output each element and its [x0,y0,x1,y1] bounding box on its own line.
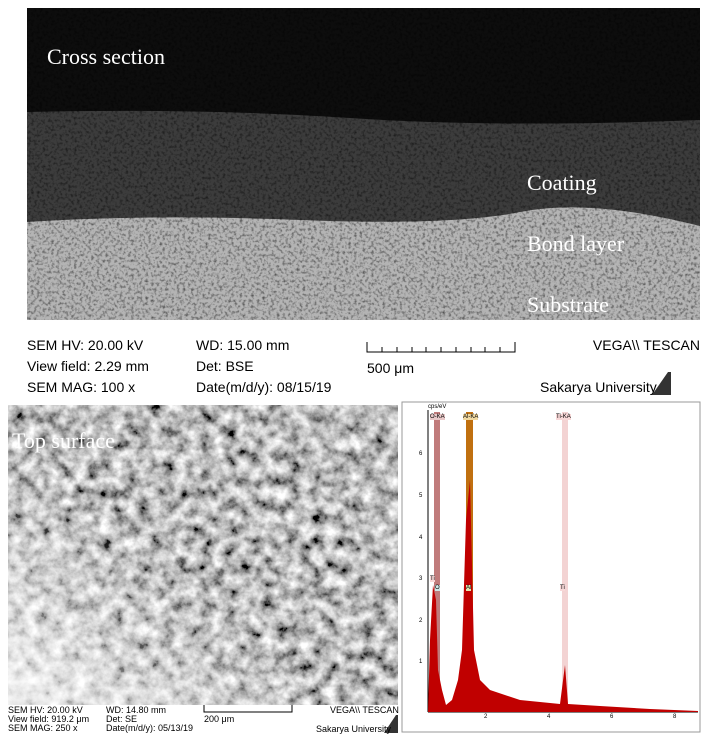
x-tick-label: 6 [610,714,613,720]
spectrum-chart [402,402,700,732]
marker-label: O [435,585,440,591]
x-tick-label: 8 [673,714,676,720]
info: Det: BSE [196,358,254,374]
peak-label: Ti-KA [556,414,571,420]
panel-label: Cross section [47,44,165,70]
scale-label: 500 μm [367,360,414,376]
y-tick-label: 6 [419,451,422,457]
scale-bar [367,342,515,352]
scale-bar [204,705,292,712]
scale-label: 200 μm [204,714,234,724]
info: Date(m/d/y): 08/15/19 [196,379,331,395]
x-tick-label: 4 [547,714,550,720]
figure: Cross section Coating Bond layer Substra… [0,0,708,734]
info: Date(m/d/y): 05/13/19 [106,723,193,733]
layer-label: Coating [527,170,597,196]
marker-label: Al [466,585,471,591]
info: SEM MAG: 250 x [8,723,78,733]
peak-label: Al-KA [463,414,478,420]
marker-label: Ti [430,576,435,582]
brand: VEGA\\ TESCAN [330,705,399,715]
y-unit: cps/eV [428,404,446,410]
info: WD: 15.00 mm [196,337,289,353]
panel-label: Top surface [12,428,115,454]
y-tick-label: 1 [419,659,422,665]
peak-label: O-KA [430,414,445,420]
marker-label: Ti [560,585,565,591]
org: Sakarya University [540,379,657,395]
org: Sakarya University [316,724,391,734]
y-tick-label: 4 [419,535,422,541]
info: View field: 2.29 mm [27,358,149,374]
y-tick-label: 3 [419,576,422,582]
info: SEM MAG: 100 x [27,379,135,395]
x-tick-label: 2 [484,714,487,720]
info: SEM HV: 20.00 kV [27,337,143,353]
y-tick-label: 5 [419,493,422,499]
y-tick-label: 2 [419,618,422,624]
layer-label: Bond layer [527,231,624,257]
layer-label: Substrate [527,292,609,318]
brand: VEGA\\ TESCAN [593,337,700,353]
